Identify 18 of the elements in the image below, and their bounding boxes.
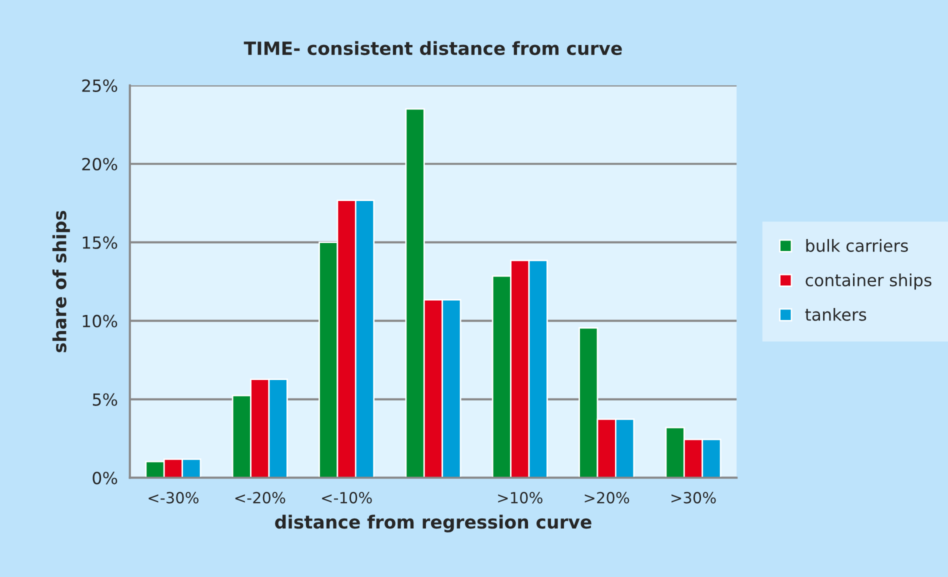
legend-label: tankers	[805, 308, 866, 321]
x-tick-label: >20%	[584, 492, 630, 504]
x-tick-label: <-10%	[322, 492, 372, 504]
legend-label: bulk carriers	[806, 239, 908, 252]
x-tick-label: >10%	[498, 492, 542, 504]
y-tick-label: 10%	[82, 314, 118, 328]
y-axis-title: share of ships	[52, 210, 70, 352]
y-tick-label: 25%	[82, 79, 118, 92]
y-tick-label: 0%	[92, 472, 118, 484]
y-tick-label: 5%	[92, 393, 118, 406]
x-axis-title: distance from regression curve	[275, 514, 592, 532]
x-tick-label: >30%	[672, 492, 716, 504]
x-tick-label: <-30%	[148, 492, 199, 504]
y-tick-label: 20%	[82, 158, 118, 170]
legend-label: container ships	[806, 274, 932, 290]
x-tick-label: <-20%	[235, 492, 286, 504]
chart-title: TIME- consistent distance from curve	[244, 41, 622, 56]
y-tick-label: 15%	[82, 236, 118, 249]
